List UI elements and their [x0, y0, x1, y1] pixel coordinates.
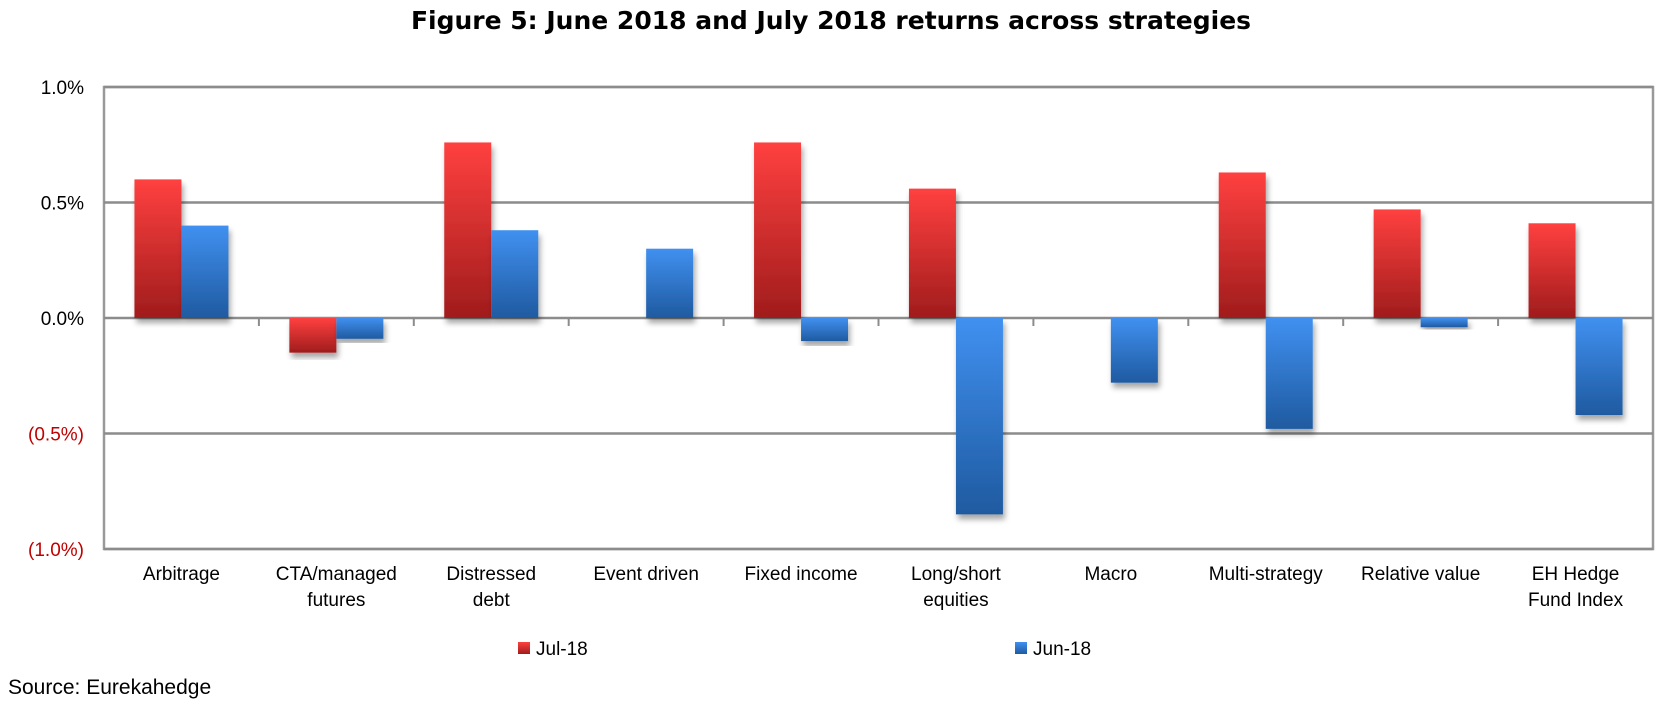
x-tick-label: Fund Index — [1528, 590, 1624, 611]
bar-jul-18 — [444, 142, 492, 318]
legend-swatch-jun-18 — [1015, 642, 1027, 654]
x-tick-label: Macro — [1084, 564, 1137, 585]
y-tick-label: 1.0% — [41, 78, 84, 99]
x-tick-label: debt — [473, 590, 511, 611]
bar-jul-18 — [1528, 223, 1576, 318]
x-tick-label: Long/short — [911, 564, 1002, 585]
bar-jul-18 — [134, 179, 182, 318]
x-tick-label: equities — [923, 590, 989, 611]
x-tick-label: Event driven — [593, 564, 699, 585]
bar-jun-18 — [336, 318, 384, 339]
y-tick-label: 0.0% — [41, 309, 84, 330]
bar-jun-18 — [1265, 318, 1313, 429]
bar-jun-18 — [801, 318, 849, 342]
bar-jul-18 — [754, 142, 802, 318]
bar-jun-18 — [491, 230, 539, 318]
bar-jun-18 — [1110, 318, 1158, 383]
x-tick-label: Relative value — [1361, 564, 1480, 585]
source-note: Source: Eurekahedge — [8, 676, 212, 699]
bar-jun-18 — [646, 248, 694, 318]
bar-jul-18 — [908, 188, 956, 318]
y-tick-label: 0.5% — [41, 194, 84, 215]
x-tick-label: Fixed income — [745, 564, 858, 585]
bar-jun-18 — [1420, 318, 1468, 328]
chart-title: Figure 5: June 2018 and July 2018 return… — [410, 6, 1252, 35]
y-tick-label: (0.5%) — [28, 425, 84, 446]
x-tick-label: Arbitrage — [143, 564, 220, 585]
y-tick-label: (1.0%) — [28, 540, 84, 561]
bar-jun-18 — [181, 225, 229, 318]
x-tick-label: CTA/managed — [276, 564, 397, 585]
x-tick-label: Multi-strategy — [1209, 564, 1324, 585]
legend-swatch-jul-18 — [518, 642, 530, 654]
x-tick-label: Distressed — [446, 564, 536, 585]
bar-jun-18 — [1575, 318, 1623, 416]
bar-jul-18 — [1373, 209, 1421, 318]
legend-label: Jul-18 — [536, 639, 588, 660]
x-tick-label: EH Hedge — [1532, 564, 1620, 585]
legend-label: Jun-18 — [1033, 639, 1091, 660]
bar-jun-18 — [955, 318, 1003, 515]
x-tick-label: futures — [307, 590, 365, 611]
bar-jul-18 — [289, 318, 337, 353]
bar-jul-18 — [1218, 172, 1266, 318]
